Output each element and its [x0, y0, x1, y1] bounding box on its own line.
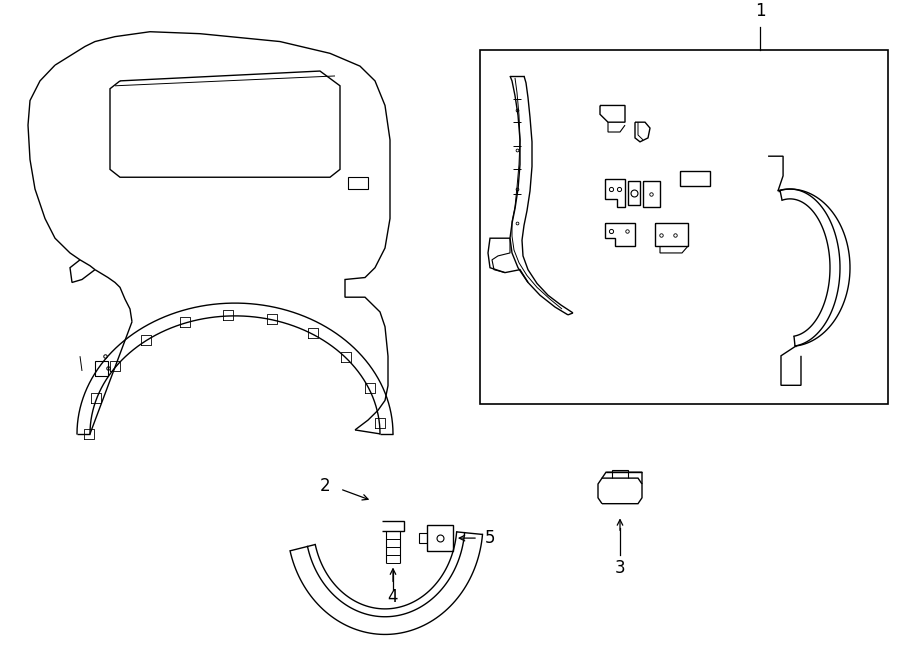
- Text: 2: 2: [320, 477, 330, 495]
- Text: 1: 1: [755, 2, 765, 20]
- Text: 3: 3: [615, 559, 626, 576]
- Text: 5: 5: [485, 529, 495, 547]
- Bar: [480, 50, 888, 405]
- Text: 4: 4: [388, 588, 398, 606]
